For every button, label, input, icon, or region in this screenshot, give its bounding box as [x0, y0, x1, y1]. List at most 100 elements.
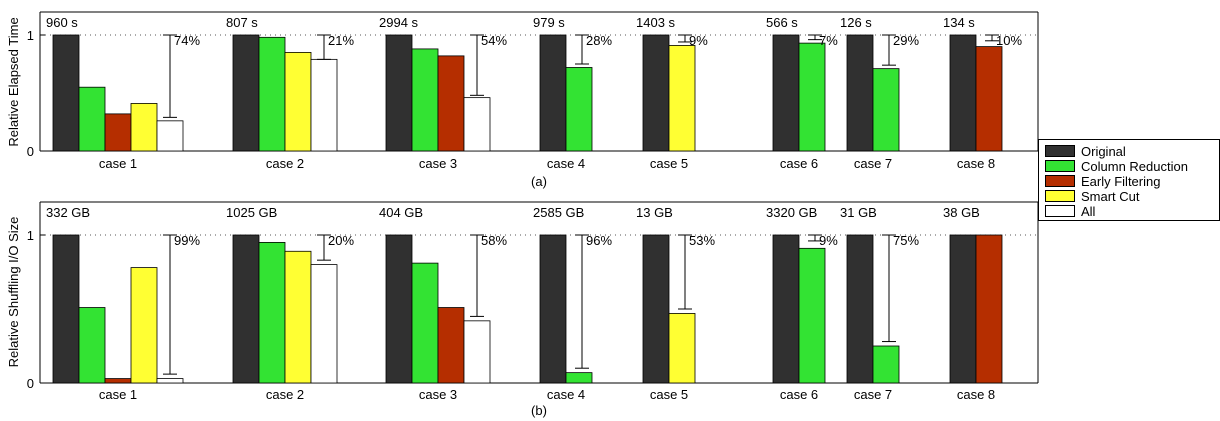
bar	[437, 55, 465, 152]
bar	[156, 378, 184, 384]
bar	[565, 372, 593, 384]
y-axis-label: Relative Elapsed Time	[6, 17, 21, 146]
bar	[949, 34, 977, 152]
bar	[539, 34, 567, 152]
absolute-value-label: 960 s	[46, 15, 78, 30]
bar	[284, 52, 312, 152]
legend-swatch-early-filtering	[1045, 175, 1075, 187]
bar	[411, 262, 439, 384]
bar	[437, 307, 465, 384]
x-tick-label: case 7	[854, 156, 892, 171]
bar	[798, 42, 826, 152]
x-tick-label: case 4	[547, 156, 585, 171]
bar	[642, 34, 670, 152]
legend: Original Column Reduction Early Filterin…	[1038, 139, 1220, 221]
bar	[52, 234, 80, 384]
legend-item-early-filtering: Early Filtering	[1045, 174, 1160, 189]
reduction-label: 7%	[819, 33, 838, 48]
bar	[130, 103, 158, 152]
reduction-label: 10%	[996, 33, 1022, 48]
x-tick-label: case 5	[650, 387, 688, 402]
bar	[772, 234, 800, 384]
bar	[539, 234, 567, 384]
bar	[104, 113, 132, 152]
legend-item-all: All	[1045, 203, 1096, 219]
x-tick-label: case 2	[266, 156, 304, 171]
y-tick-label: 0	[27, 144, 34, 159]
reduction-label: 58%	[481, 233, 507, 248]
x-tick-label: case 2	[266, 387, 304, 402]
reduction-label: 53%	[689, 233, 715, 248]
bar	[463, 320, 491, 384]
bar	[975, 234, 1003, 384]
x-tick-label: case 6	[780, 156, 818, 171]
absolute-value-label: 1403 s	[636, 15, 676, 30]
reduction-label: 54%	[481, 33, 507, 48]
legend-swatch-column-reduction	[1045, 160, 1075, 172]
reduction-label: 99%	[174, 233, 200, 248]
legend-item-column-reduction: Column Reduction	[1045, 158, 1188, 174]
reduction-label: 9%	[819, 233, 838, 248]
bar	[78, 307, 106, 384]
panel-label: (a)	[531, 174, 547, 189]
bar	[668, 45, 696, 152]
legend-swatch-all	[1045, 205, 1075, 217]
x-tick-label: case 3	[419, 387, 457, 402]
bar	[232, 34, 260, 152]
absolute-value-label: 404 GB	[379, 205, 423, 220]
reduction-label: 74%	[174, 33, 200, 48]
x-tick-label: case 5	[650, 156, 688, 171]
bar	[975, 46, 1003, 152]
bar	[798, 247, 826, 384]
y-tick-label: 1	[27, 228, 34, 243]
bar	[385, 34, 413, 152]
absolute-value-label: 566 s	[766, 15, 798, 30]
reduction-label: 75%	[893, 233, 919, 248]
absolute-value-label: 134 s	[943, 15, 975, 30]
legend-item-original: Original	[1045, 144, 1126, 159]
legend-label-smart-cut: Smart Cut	[1081, 188, 1140, 204]
bar	[78, 86, 106, 152]
bar	[949, 234, 977, 384]
bar	[772, 34, 800, 152]
legend-label-column-reduction: Column Reduction	[1081, 158, 1188, 174]
legend-item-smart-cut: Smart Cut	[1045, 188, 1140, 204]
x-tick-label: case 8	[957, 156, 995, 171]
absolute-value-label: 38 GB	[943, 205, 980, 220]
x-tick-label: case 1	[99, 387, 137, 402]
reduction-label: 21%	[328, 33, 354, 48]
bar	[846, 234, 874, 384]
reduction-label: 20%	[328, 233, 354, 248]
bar	[258, 241, 286, 384]
x-tick-label: case 3	[419, 156, 457, 171]
bar	[385, 234, 413, 384]
absolute-value-label: 126 s	[840, 15, 872, 30]
bar	[872, 345, 900, 384]
bar	[565, 67, 593, 152]
reduction-label: 96%	[586, 233, 612, 248]
bar	[411, 48, 439, 152]
bar	[156, 120, 184, 152]
x-tick-label: case 7	[854, 387, 892, 402]
y-axis-label: Relative Shuffling I/O Size	[6, 217, 21, 368]
legend-label-all: All	[1081, 203, 1096, 219]
bar	[52, 34, 80, 152]
reduction-label: 29%	[893, 33, 919, 48]
bar	[668, 313, 696, 384]
bar	[642, 234, 670, 384]
absolute-value-label: 1025 GB	[226, 205, 277, 220]
absolute-value-label: 31 GB	[840, 205, 877, 220]
bar	[310, 58, 338, 152]
x-tick-label: case 6	[780, 387, 818, 402]
reduction-label: 9%	[689, 33, 708, 48]
y-tick-label: 1	[27, 28, 34, 43]
bar	[104, 378, 132, 384]
bar	[130, 267, 158, 384]
bar	[232, 234, 260, 384]
bar	[258, 36, 286, 152]
absolute-value-label: 979 s	[533, 15, 565, 30]
y-tick-label: 0	[27, 376, 34, 391]
legend-swatch-original	[1045, 145, 1075, 157]
panel-label: (b)	[531, 403, 547, 418]
